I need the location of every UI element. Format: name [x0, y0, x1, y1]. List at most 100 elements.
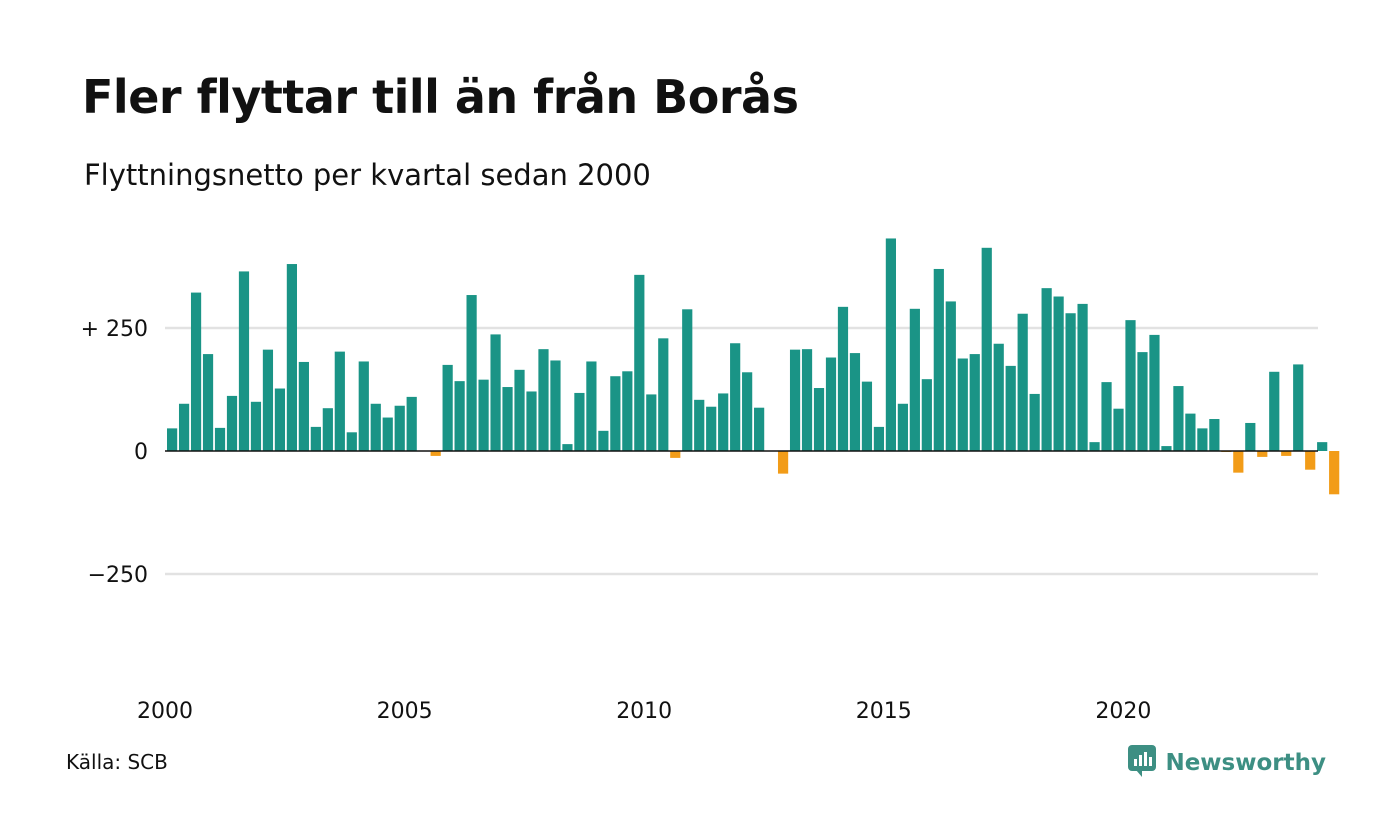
brand-name: Newsworthy [1165, 750, 1326, 776]
bar [406, 396, 417, 451]
y-tick-label: + 250 [81, 317, 148, 342]
x-tick-label: 2000 [137, 699, 193, 724]
y-tick-label: 0 [134, 440, 148, 465]
bar [454, 381, 465, 451]
bar [214, 427, 226, 451]
bar [1125, 320, 1136, 451]
bar [634, 274, 645, 451]
x-tick-label: 2020 [1095, 699, 1151, 724]
bar [442, 364, 453, 451]
bar [837, 306, 849, 451]
bar [813, 388, 825, 451]
bar [394, 405, 405, 451]
brand-logo[interactable]: Newsworthy [1127, 744, 1326, 782]
bar [957, 358, 968, 451]
bar [526, 391, 537, 451]
bar [1329, 451, 1340, 495]
bar [909, 308, 920, 451]
bar [490, 334, 501, 451]
bar [706, 406, 717, 451]
bar [825, 357, 837, 451]
bar [754, 407, 765, 451]
bar [1197, 428, 1208, 451]
bar [226, 395, 238, 451]
bar [358, 361, 369, 451]
bar [885, 238, 896, 451]
bar [1245, 422, 1256, 451]
bars-layer [167, 238, 1340, 495]
bar [370, 403, 381, 451]
bar [933, 268, 944, 451]
bar [646, 394, 657, 451]
x-tick-label: 2010 [616, 699, 672, 724]
chart-subtitle: Flyttningsnetto per kvartal sedan 2000 [84, 158, 651, 192]
bar [1305, 451, 1316, 470]
bar [730, 343, 741, 451]
bar [622, 371, 633, 451]
bar [993, 343, 1004, 451]
bar [310, 426, 321, 451]
bar [1149, 334, 1160, 451]
bar [167, 428, 178, 451]
bar [262, 349, 274, 451]
bar [1089, 442, 1100, 451]
bar [598, 430, 609, 451]
bar [346, 432, 357, 451]
bar [969, 354, 980, 451]
bar [1017, 313, 1028, 451]
source-note: Källa: SCB [66, 750, 168, 774]
bar [1269, 371, 1280, 451]
bar [849, 353, 861, 451]
bar [514, 369, 525, 451]
bar [682, 309, 693, 451]
bar [610, 376, 621, 451]
bar [190, 292, 202, 451]
bar [777, 451, 789, 474]
bar [718, 393, 729, 451]
bar [274, 388, 286, 451]
bar [538, 349, 549, 451]
bar [562, 444, 573, 451]
chart-title: Fler flyttar till än från Borås [82, 70, 799, 124]
bar [550, 360, 561, 451]
bar [658, 338, 669, 451]
bar [1005, 365, 1016, 451]
bar [478, 379, 489, 451]
bar [1029, 393, 1040, 451]
bar [670, 451, 681, 458]
bar [1053, 296, 1064, 451]
bar [1173, 386, 1184, 451]
bar [502, 387, 513, 451]
bar [981, 247, 992, 451]
bar [1233, 451, 1244, 473]
bar [1065, 313, 1076, 451]
newsworthy-logo-icon [1127, 744, 1157, 782]
bar [945, 301, 956, 451]
bar [897, 403, 908, 451]
bar [1161, 446, 1172, 451]
y-tick-label: −250 [88, 563, 148, 588]
bar [238, 271, 250, 451]
bar [430, 451, 441, 456]
bar [1293, 364, 1304, 451]
bar [286, 264, 297, 451]
bar [466, 295, 477, 451]
bar [1077, 303, 1088, 451]
bar [1257, 451, 1268, 457]
bar [801, 349, 813, 451]
bar [1041, 288, 1052, 451]
bar [1101, 382, 1112, 451]
bar [250, 401, 262, 451]
bar [1113, 408, 1124, 451]
bar [1209, 419, 1220, 451]
bar [202, 354, 214, 451]
bar [574, 392, 585, 451]
bar [789, 349, 801, 451]
bar [334, 351, 345, 451]
bar [742, 372, 753, 451]
bar [586, 361, 597, 451]
bar [873, 426, 885, 451]
bar [178, 403, 190, 451]
bar [298, 361, 309, 451]
